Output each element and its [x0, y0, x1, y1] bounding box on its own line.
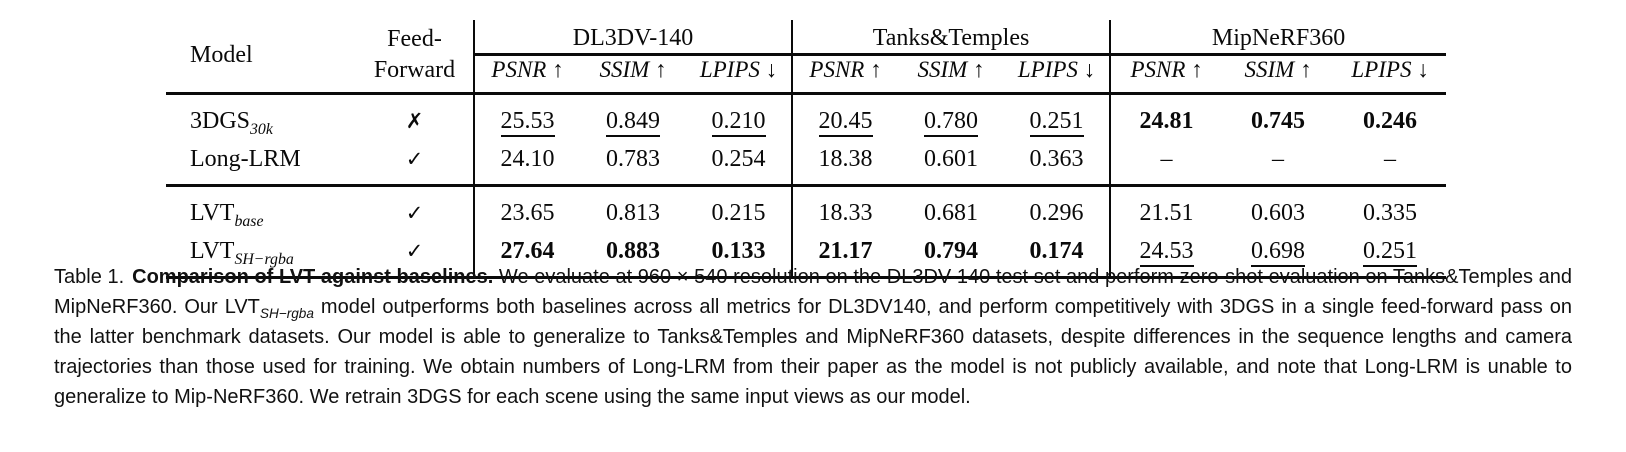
table-body: 3DGS30k ✗ 25.53 0.849 0.210 20.45 0.780 …	[166, 93, 1447, 279]
model-subscript: SH−rgba	[234, 250, 294, 268]
metric-cell: 0.210	[686, 93, 792, 140]
metric-cell: 24.81	[1109, 93, 1223, 140]
metric-cell: 18.38	[791, 139, 899, 186]
metric-header-lpips: LPIPS ↓	[686, 54, 793, 95]
metric-cell: 18.33	[791, 183, 899, 232]
results-table-container: Model Feed- Forward DL3DV-140 Tanks&Temp…	[166, 20, 1447, 279]
table-caption: Table 1. Comparison of LVT against baseli…	[54, 262, 1572, 412]
table-row-3dgs: 3DGS30k ✗ 25.53 0.849 0.210 20.45 0.780 …	[166, 93, 1446, 140]
metric-cell: 24.10	[473, 139, 580, 186]
metric-cell: 23.65	[473, 183, 580, 232]
model-name: LVTbase	[166, 183, 356, 232]
metric-header-row: PSNR ↑ SSIM ↑ LPIPS ↓ PSNR ↑ SSIM ↑ LPIP…	[166, 54, 1447, 95]
metric-header-lpips: LPIPS ↓	[1004, 54, 1111, 95]
metric-cell: 21.17	[791, 231, 899, 279]
check-icon: ✓	[405, 200, 424, 225]
feed-forward-cell: ✓	[356, 140, 474, 186]
feed-forward-cell: ✓	[356, 183, 474, 232]
group-header-row: Model Feed- Forward DL3DV-140 Tanks&Temp…	[166, 20, 1447, 95]
caption-title: Comparison of LVT against baselines.	[132, 266, 494, 288]
col-header-feed-forward: Feed- Forward	[356, 20, 474, 95]
metric-cell: 0.849	[580, 93, 686, 140]
metric-header-psnr: PSNR ↑	[1109, 54, 1223, 95]
metric-header-ssim: SSIM ↑	[1222, 54, 1335, 95]
caption-model-subscript: SH−rgba	[259, 306, 314, 321]
model-subscript: base	[234, 212, 264, 230]
group-header-mipnerf360: MipNeRF360	[1109, 20, 1447, 56]
metric-header-psnr: PSNR ↑	[791, 54, 899, 95]
metric-header-psnr: PSNR ↑	[473, 54, 580, 95]
metric-cell: 0.215	[686, 183, 793, 232]
col-header-model: Model	[166, 20, 356, 95]
metric-header-lpips: LPIPS ↓	[1334, 54, 1447, 95]
metric-cell: 0.794	[898, 231, 1005, 279]
metric-cell: –	[1109, 139, 1223, 186]
metric-cell: 0.883	[580, 231, 686, 279]
metric-cell: 24.53	[1109, 231, 1223, 279]
table-row-lvt-base: LVTbase ✓ 23.65 0.813 0.215 18.33 0.681 …	[166, 183, 1447, 232]
metric-cell: 0.813	[580, 183, 686, 232]
group-header-tanks-temples: Tanks&Temples	[791, 20, 1111, 56]
results-table: Model Feed- Forward DL3DV-140 Tanks&Temp…	[166, 20, 1447, 279]
metric-cell: 0.251	[1004, 93, 1110, 140]
metric-cell: 0.363	[1029, 145, 1084, 172]
feed-forward-label-line2: Forward	[373, 57, 456, 84]
metric-cell: 0.254	[711, 145, 766, 172]
metric-cell: 0.681	[898, 183, 1005, 232]
table-header: Model Feed- Forward DL3DV-140 Tanks&Temp…	[166, 20, 1447, 95]
metric-cell: 0.745	[1251, 107, 1306, 134]
metric-cell: 0.174	[1004, 231, 1111, 279]
metric-cell: 27.64	[473, 231, 580, 279]
metric-cell: –	[1384, 145, 1397, 172]
table-row-lvt-sh-rgba: LVTSH−rgba ✓ 27.64 0.883 0.133 21.17 0.7…	[166, 231, 1447, 279]
check-icon: ✓	[405, 238, 424, 263]
caption-body-1: We evaluate at 960 × 540 resolution on t…	[54, 266, 1572, 318]
metric-cell: 0.783	[606, 145, 660, 172]
metric-cell: –	[1272, 145, 1285, 172]
metric-cell: 0.780	[898, 93, 1004, 140]
caption-label: Table 1.	[54, 266, 125, 288]
metric-cell: 0.603	[1222, 183, 1335, 232]
cross-icon: ✗	[405, 108, 424, 133]
metric-cell: 0.698	[1222, 231, 1335, 279]
metric-cell: 0.296	[1004, 183, 1111, 232]
metric-cell: 21.51	[1109, 183, 1223, 232]
metric-cell: 20.45	[791, 93, 899, 140]
feed-forward-label-line1: Feed-	[387, 26, 442, 52]
metric-header-ssim: SSIM ↑	[580, 54, 686, 95]
metric-cell: 0.601	[924, 145, 979, 172]
model-name: 3DGS30k	[190, 107, 273, 138]
metric-header-ssim: SSIM ↑	[898, 54, 1005, 95]
table-row-long-lrm: Long-LRM ✓ 24.10 0.783 0.254 18.38 0.601…	[166, 139, 1446, 186]
caption-body-2: model outperforms both baselines across …	[54, 296, 1572, 408]
model-name: Long-LRM	[190, 145, 301, 172]
metric-cell: 25.53	[473, 93, 580, 140]
metric-cell: 0.335	[1334, 183, 1447, 232]
metric-cell: 0.246	[1363, 107, 1418, 134]
model-subscript: 30k	[250, 120, 273, 138]
metric-cell: 0.133	[686, 231, 793, 279]
metric-cell: 0.251	[1334, 231, 1447, 279]
model-name: LVTSH−rgba	[166, 231, 356, 279]
group-header-dl3dv140: DL3DV-140	[472, 20, 793, 56]
feed-forward-cell: ✓	[356, 231, 474, 279]
check-icon: ✓	[405, 146, 424, 171]
feed-forward-cell: ✗	[356, 93, 474, 140]
